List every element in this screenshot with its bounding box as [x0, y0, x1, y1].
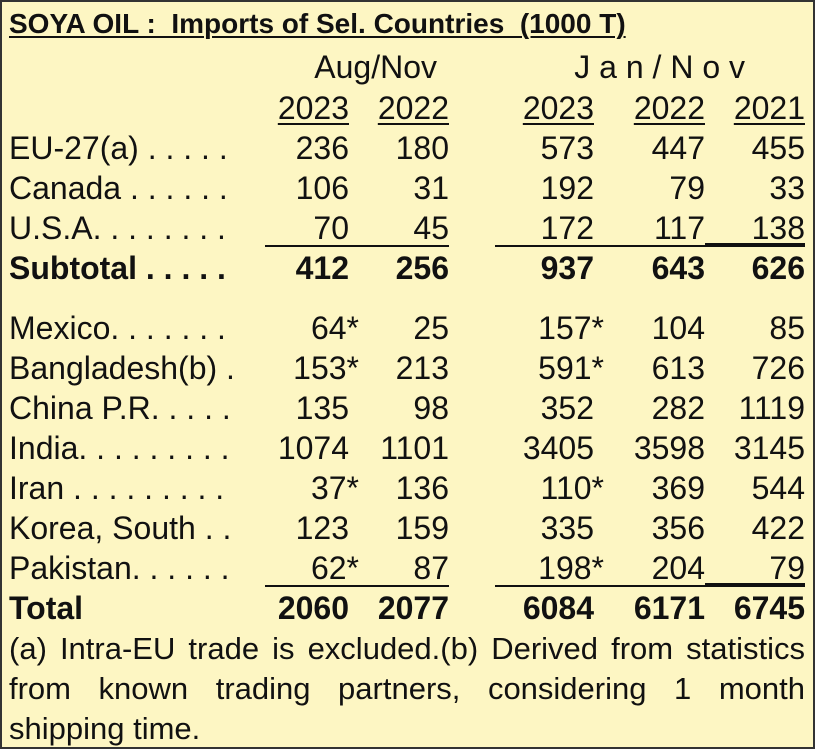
rule [265, 585, 449, 587]
cell: 79 [769, 550, 805, 586]
cell: 2060 [277, 590, 349, 626]
cell: 79 [669, 170, 705, 206]
cell: 455 [751, 130, 805, 166]
cell: 643 [651, 250, 705, 286]
cell: 87 [413, 550, 449, 586]
row-label: Total [9, 590, 84, 626]
cell: 369 [651, 470, 705, 506]
row-label: EU-27(a) . . . . . [9, 130, 228, 166]
cell: 573 [540, 130, 594, 166]
cell: 159 [395, 510, 449, 546]
column-header: 2023 [522, 90, 594, 126]
cell: 591* [538, 350, 604, 386]
row-label: Iran . . . . . . . . . [9, 470, 225, 506]
cell: 110* [540, 470, 604, 506]
rule [265, 245, 449, 247]
cell: 422 [751, 510, 805, 546]
cell: 33 [769, 170, 805, 206]
cell: 3598 [633, 430, 705, 466]
cell: 626 [751, 250, 805, 286]
cell: 613 [651, 350, 705, 386]
rule [705, 583, 805, 587]
cell: 104 [651, 310, 705, 346]
rule [495, 585, 805, 587]
column-group: J a n / N o v [574, 49, 745, 85]
cell: 335 [540, 510, 594, 546]
cell: 98 [413, 390, 449, 426]
cell: 31 [413, 170, 449, 206]
cell: 157* [538, 310, 604, 346]
cell: 62* [310, 550, 359, 586]
cell: 412 [295, 250, 349, 286]
cell: 37* [310, 470, 359, 506]
row-label: China P.R. . . . . [9, 390, 231, 426]
cell: 106 [295, 170, 349, 206]
row-label: Korea, South . . [9, 510, 232, 546]
cell: 356 [651, 510, 705, 546]
cell: 85 [769, 310, 805, 346]
row-label: U.S.A. . . . . . . . [9, 210, 226, 246]
cell: 6084 [522, 590, 594, 626]
cell: 204 [651, 550, 705, 586]
cell: 726 [751, 350, 805, 386]
cell: 136 [395, 470, 449, 506]
cell: 180 [395, 130, 449, 166]
cell: 64* [310, 310, 359, 346]
cell: 70 [313, 210, 349, 246]
cell: 282 [651, 390, 705, 426]
row-label: Pakistan. . . . . . [9, 550, 230, 586]
row-label: Canada . . . . . . [9, 170, 228, 206]
cell: 3405 [522, 430, 594, 466]
column-header: 2021 [733, 90, 805, 126]
cell: 198* [538, 550, 604, 586]
row-label: Bangladesh(b) . [9, 350, 235, 386]
cell: 172 [540, 210, 594, 246]
footnote: (a) Intra-EU trade is excluded.(b) Deriv… [9, 631, 805, 746]
cell: 2077 [377, 590, 449, 626]
cell: 447 [651, 130, 705, 166]
cell: 123 [295, 510, 349, 546]
cell: 192 [540, 170, 594, 206]
cell: 138 [751, 210, 805, 246]
cell: 6745 [733, 590, 805, 626]
rule [705, 243, 805, 247]
cell: 3145 [733, 430, 805, 466]
row-label: Mexico. . . . . . . [9, 310, 226, 346]
column-header: 2023 [277, 90, 349, 126]
cell: 1074 [277, 430, 349, 466]
cell: 153* [293, 350, 359, 386]
cell: 45 [413, 210, 449, 246]
title: SOYA OIL : Imports of Sel. Countries (10… [9, 8, 626, 39]
cell: 352 [540, 390, 594, 426]
cell: 6171 [633, 590, 705, 626]
cell: 236 [295, 130, 349, 166]
cell: 135 [295, 390, 349, 426]
cell: 213 [395, 350, 449, 386]
cell: 1119 [738, 390, 805, 426]
cell: 544 [751, 470, 805, 506]
row-label: Subtotal . . . . . [9, 250, 226, 286]
cell: 937 [540, 250, 594, 286]
row-label: India. . . . . . . . . [9, 430, 230, 466]
column-header: 2022 [633, 90, 705, 126]
cell: 117 [653, 210, 705, 246]
column-group: Aug/Nov [314, 49, 437, 85]
rule [495, 245, 805, 247]
cell: 256 [395, 250, 449, 286]
cell: 25 [413, 310, 449, 346]
column-header: 2022 [377, 90, 449, 126]
cell: 1101 [380, 430, 449, 466]
